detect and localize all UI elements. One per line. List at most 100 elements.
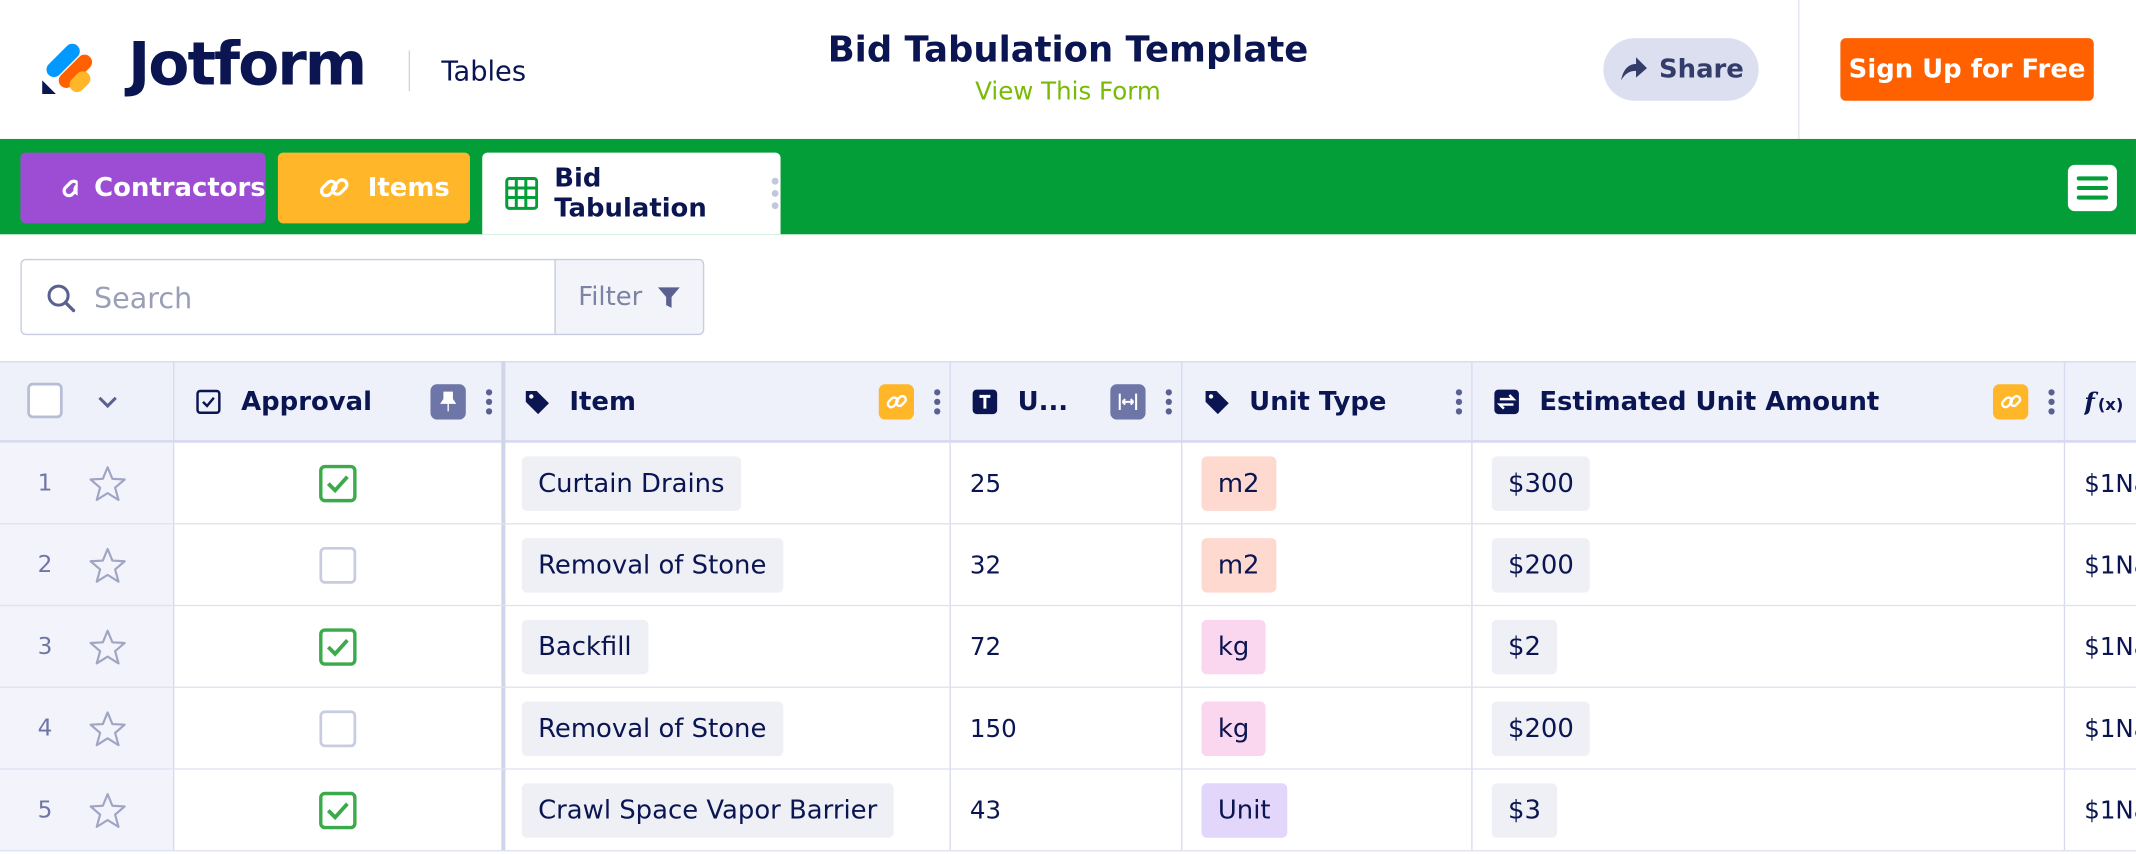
expand-chevron[interactable]	[97, 395, 119, 409]
favorite-star-graphic	[89, 629, 126, 665]
signup-button[interactable]: Sign Up for Free	[1840, 38, 2094, 101]
column-menu[interactable]	[2047, 387, 2055, 417]
table-cell[interactable]: $1Na	[2084, 770, 2136, 852]
column-badge	[430, 384, 466, 420]
amount-chip: $200	[1491, 538, 1591, 593]
column-header[interactable]: Unit Type	[1203, 361, 1463, 443]
approval-checkbox-graphic	[319, 710, 357, 748]
share-button[interactable]: Share	[1603, 38, 1759, 101]
tab[interactable]: Contractors	[20, 152, 266, 224]
favorite-star[interactable]	[89, 546, 127, 584]
table-cell[interactable]: 72	[970, 606, 1181, 688]
row-divider	[0, 850, 2136, 852]
item-chip: Crawl Space Vapor Barrier	[521, 783, 894, 838]
column-badge	[1110, 384, 1146, 420]
column-menu[interactable]	[1455, 387, 1463, 417]
tab-label: Bid Tabulation	[554, 163, 707, 224]
item-chip: Removal of Stone	[521, 538, 783, 593]
favorite-star[interactable]	[89, 791, 127, 829]
table-cell[interactable]: Removal of Stone	[521, 688, 950, 770]
units-value: 25	[969, 469, 1002, 498]
table-cell[interactable]: 43	[970, 770, 1181, 852]
column-type-icon	[195, 388, 222, 415]
table-cell[interactable]: 32	[970, 524, 1181, 606]
column-menu[interactable]	[1165, 387, 1173, 417]
favorite-star-graphic	[89, 466, 126, 502]
row-number: 3	[37, 633, 53, 661]
table-cell[interactable]: $1Na	[2084, 443, 2136, 525]
approval-checkbox[interactable]	[319, 710, 357, 748]
table-cell[interactable]: Removal of Stone	[521, 524, 950, 606]
column-type-icon-graphic	[1494, 389, 1519, 415]
grid-icon	[505, 176, 538, 210]
amount-chip: $3	[1491, 783, 1558, 838]
formula-value: $1Na	[2084, 551, 2136, 580]
row-number: 4	[37, 715, 53, 743]
column-header[interactable]: U...	[971, 361, 1173, 443]
table-cell[interactable]: kg	[1201, 606, 1471, 688]
row-number: 1	[37, 469, 53, 498]
tab[interactable]: Items	[277, 152, 470, 224]
header-select[interactable]	[27, 382, 63, 419]
table-cell[interactable]: 25	[970, 443, 1181, 525]
column-header[interactable]: Estimated Unit Amount	[1493, 361, 2056, 443]
row-number: 2	[37, 551, 53, 579]
search-box[interactable]: Search	[20, 258, 556, 336]
item-chip: Backfill	[521, 619, 648, 675]
page-title: Bid Tabulation Template	[827, 29, 1309, 71]
column-divider	[173, 360, 175, 852]
view-form-link[interactable]: View This Form	[975, 77, 1161, 107]
table-cell[interactable]: Backfill	[521, 606, 950, 688]
column-menu[interactable]	[485, 387, 493, 417]
column-menu[interactable]	[933, 387, 941, 417]
unit-type-tag: kg	[1201, 701, 1266, 757]
favorite-star[interactable]	[89, 465, 127, 503]
table-cell[interactable]: m2	[1201, 443, 1471, 525]
table-cell[interactable]: $1Na	[2084, 606, 2136, 688]
table-cell[interactable]: m2	[1201, 524, 1471, 606]
table-cell[interactable]: $200	[1491, 524, 2064, 606]
column-header[interactable]: Item	[523, 361, 941, 443]
approval-checkbox-graphic	[319, 791, 357, 830]
formula-value: $1Na	[2084, 632, 2136, 662]
column-divider	[501, 360, 506, 852]
table-cell[interactable]: 150	[970, 688, 1181, 770]
approval-checkbox[interactable]	[319, 628, 357, 666]
share-icon	[1620, 57, 1647, 81]
table-cell[interactable]: Unit	[1201, 770, 1471, 852]
row-divider	[0, 604, 2136, 607]
table-cell[interactable]: kg	[1201, 688, 1471, 770]
column-badge-graphic	[1992, 384, 2029, 420]
search-icon	[47, 284, 76, 313]
more-icon[interactable]	[770, 176, 780, 211]
table-cell[interactable]: $300	[1491, 443, 2064, 525]
approval-checkbox[interactable]	[319, 546, 357, 584]
divider	[1798, 0, 1800, 139]
favorite-star[interactable]	[89, 628, 127, 666]
approval-checkbox[interactable]	[319, 464, 357, 503]
column-type-icon	[971, 388, 998, 415]
tab-active[interactable]: Bid Tabulation	[482, 152, 781, 235]
logo-text: Jotform	[128, 29, 367, 100]
column-divider	[949, 360, 951, 852]
column-type-icon-graphic	[1205, 390, 1229, 415]
column-title: Approval	[241, 386, 372, 417]
table-cell[interactable]: Crawl Space Vapor Barrier	[521, 770, 950, 852]
filter-button[interactable]: Filter	[554, 258, 705, 336]
menu-button[interactable]	[2067, 164, 2117, 212]
favorite-star-graphic	[89, 711, 126, 747]
table-cell[interactable]: $200	[1491, 688, 2064, 770]
table-cell[interactable]: $3	[1491, 770, 2064, 852]
column-header[interactable]: Approval	[195, 361, 493, 443]
favorite-star-graphic	[89, 793, 126, 828]
table-cell[interactable]: Curtain Drains	[521, 443, 950, 525]
divider	[408, 50, 411, 92]
filter-label: Filter	[578, 281, 643, 312]
approval-checkbox[interactable]	[319, 791, 357, 830]
favorite-star-graphic	[89, 547, 126, 583]
table-cell[interactable]: $2	[1491, 606, 2064, 688]
table-cell[interactable]: $1Na	[2084, 688, 2136, 770]
expand-chevron-graphic	[98, 396, 117, 409]
favorite-star[interactable]	[89, 710, 127, 748]
table-cell[interactable]: $1Na	[2084, 524, 2136, 606]
